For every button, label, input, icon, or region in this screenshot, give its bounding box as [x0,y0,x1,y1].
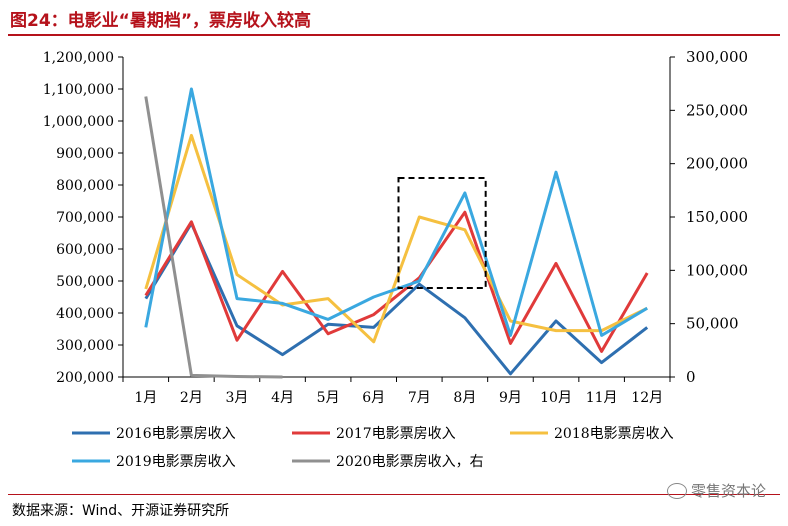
series-layer [144,87,649,379]
y-left-tick-label: 400,000 [56,306,114,322]
summer-highlight-box [397,177,487,289]
y-left-tick-label: 500,000 [56,274,114,290]
y-left-tick-label: 1,200,000 [43,50,114,66]
y-left-tick-label: 200,000 [56,370,114,386]
x-tick-label: 10月 [540,390,572,406]
x-tick-label: 11月 [586,390,618,406]
legend-label-2: 2018电影票房收入 [554,426,674,442]
legend-label-1: 2017电影票房收入 [336,426,456,442]
y-left-tick-label: 600,000 [56,242,114,258]
y-left-tick-label: 900,000 [56,146,114,162]
series-line-0 [144,221,649,376]
footer-rule [8,494,780,495]
legend-label-0: 2016电影票房收入 [116,426,236,442]
y-right-tick-label: 100,000 [686,261,748,279]
series-line-4 [144,96,283,379]
y-right-tick-label: 150,000 [686,208,748,226]
y-right-tick-label: 250,000 [686,101,748,119]
y-left-tick-label: 300,000 [56,338,114,354]
x-tick-label: 12月 [631,390,663,406]
axes-layer: 200,000 300,000 400,000 500,000 600,000 700,0… [43,48,748,406]
watermark-label: 零售资本论 [690,482,766,500]
y-right-tick-label: 300,000 [686,48,748,66]
y-left-tick-label: 800,000 [56,178,114,194]
wechat-icon [666,482,687,499]
series-line-1 [144,210,649,353]
watermark: 零售资本论 [666,480,766,501]
x-tick-label: 7月 [408,390,431,406]
x-tick-label: 5月 [317,390,340,406]
x-tick-label: 3月 [225,390,248,406]
series-line-3 [144,87,648,337]
x-tick-label: 6月 [362,390,385,406]
y-right-tick-label: 50,000 [686,315,739,333]
legend-label-4: 2020电影票房收入，右 [336,454,484,470]
y-right-tick-label: 200,000 [686,155,748,173]
x-tick-label: 8月 [453,390,476,406]
x-tick-label: 4月 [271,390,294,406]
y-left-tick-label: 1,100,000 [43,82,114,98]
series-line-2 [144,133,648,344]
legend-label-3: 2019电影票房收入 [116,454,236,470]
y-left-tick-label: 1,000,000 [43,114,114,130]
title-rule [8,34,780,36]
x-tick-label: 9月 [499,390,522,406]
x-tick-label: 2月 [180,390,203,406]
x-tick-label: 1月 [134,390,157,406]
box-office-line-chart: 200,000 300,000 400,000 500,000 600,000 700,0… [43,48,748,470]
y-left-tick-label: 700,000 [56,210,114,226]
legend: 2016电影票房收入 2017电影票房收入 2018电影票房收入 2019电影票房收入… [72,426,674,470]
data-source: 数据来源：Wind、开源证券研究所 [12,503,230,519]
y-right-tick-label: 0 [686,368,696,386]
figure-title: 图24：电影业“暑期档”，票房收入较高 [10,11,312,31]
